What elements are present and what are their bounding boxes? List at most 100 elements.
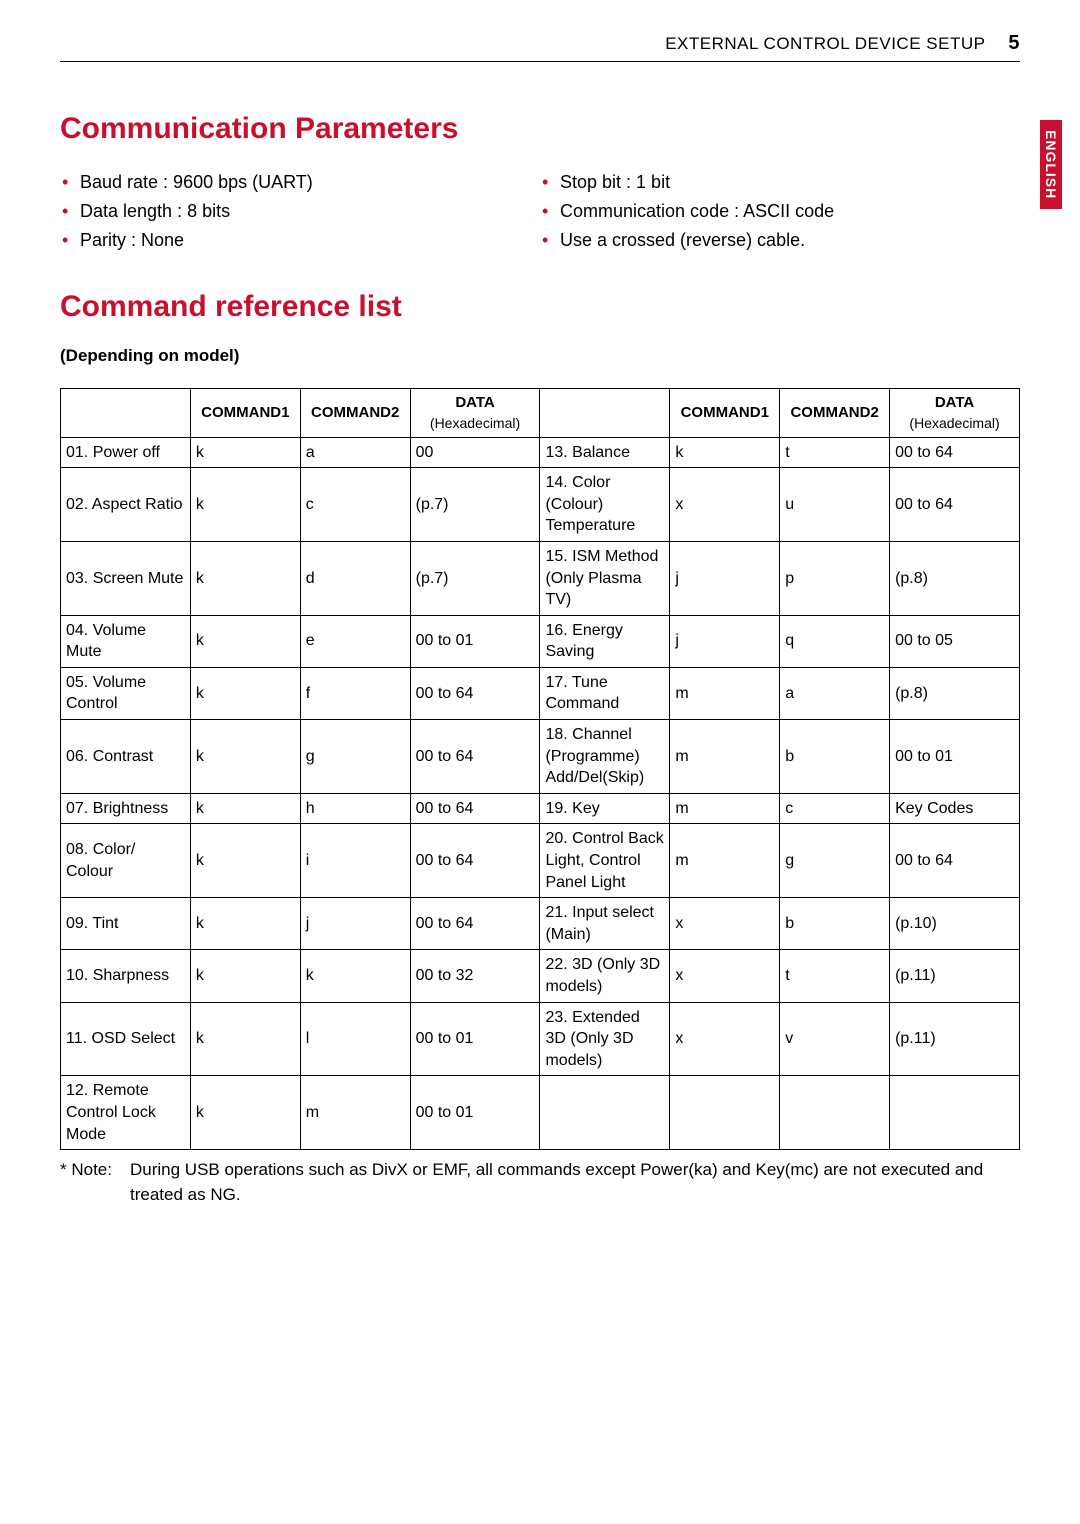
table-row: 08. Color/ Colourki00 to 6420. Control B… xyxy=(61,824,1020,898)
table-cell: 04. Volume Mute xyxy=(61,615,191,667)
table-cell: 00 to 64 xyxy=(410,824,540,898)
table-row: 10. Sharpnesskk00 to 3222. 3D (Only 3D m… xyxy=(61,950,1020,1002)
th-command1: COMMAND1 xyxy=(670,389,780,437)
table-row: 11. OSD Selectkl00 to 0123. Extended 3D … xyxy=(61,1002,1020,1076)
table-row: 03. Screen Mutekd(p.7)15. ISM Method (On… xyxy=(61,541,1020,615)
table-cell: 00 to 05 xyxy=(890,615,1020,667)
table-cell: 00 to 01 xyxy=(410,615,540,667)
table-cell: Key Codes xyxy=(890,793,1020,824)
table-cell: 02. Aspect Ratio xyxy=(61,468,191,542)
table-cell: l xyxy=(300,1002,410,1076)
table-cell xyxy=(670,1076,780,1150)
table-cell: 16. Energy Saving xyxy=(540,615,670,667)
table-cell: 09. Tint xyxy=(61,898,191,950)
parameters-left: Baud rate : 9600 bps (UART) Data length … xyxy=(60,168,540,254)
table-cell: c xyxy=(300,468,410,542)
table-cell: 00 to 64 xyxy=(410,667,540,719)
table-cell: i xyxy=(300,824,410,898)
table-cell: 13. Balance xyxy=(540,437,670,468)
th-blank xyxy=(61,389,191,437)
table-cell: 18. Channel (Programme) Add/Del(Skip) xyxy=(540,720,670,794)
table-cell: k xyxy=(190,793,300,824)
table-cell: 05. Volume Control xyxy=(61,667,191,719)
subnote-depending-on-model: (Depending on model) xyxy=(60,346,1020,366)
table-cell: 06. Contrast xyxy=(61,720,191,794)
table-cell xyxy=(780,1076,890,1150)
table-cell: 00 to 01 xyxy=(410,1076,540,1150)
table-cell: k xyxy=(190,541,300,615)
table-cell xyxy=(890,1076,1020,1150)
table-cell: p xyxy=(780,541,890,615)
table-cell: 03. Screen Mute xyxy=(61,541,191,615)
table-cell: v xyxy=(780,1002,890,1076)
table-cell: k xyxy=(190,824,300,898)
table-cell: x xyxy=(670,950,780,1002)
table-cell: 23. Extended 3D (Only 3D models) xyxy=(540,1002,670,1076)
table-row: 09. Tintkj00 to 6421. Input select (Main… xyxy=(61,898,1020,950)
th-data: DATA(Hexadecimal) xyxy=(890,389,1020,437)
table-cell: h xyxy=(300,793,410,824)
table-cell: m xyxy=(300,1076,410,1150)
table-cell: k xyxy=(300,950,410,1002)
table-row: 12. Remote Control Lock Modekm00 to 01 xyxy=(61,1076,1020,1150)
param-item: Use a crossed (reverse) cable. xyxy=(540,226,1020,255)
table-cell: u xyxy=(780,468,890,542)
parameters-right: Stop bit : 1 bit Communication code : AS… xyxy=(540,168,1020,254)
th-command1: COMMAND1 xyxy=(190,389,300,437)
table-cell: 00 to 01 xyxy=(890,720,1020,794)
table-cell: 21. Input select (Main) xyxy=(540,898,670,950)
table-cell: f xyxy=(300,667,410,719)
th-blank xyxy=(540,389,670,437)
table-cell: x xyxy=(670,898,780,950)
param-item: Data length : 8 bits xyxy=(60,197,540,226)
table-cell: 08. Color/ Colour xyxy=(61,824,191,898)
table-cell: 11. OSD Select xyxy=(61,1002,191,1076)
parameters-list: Baud rate : 9600 bps (UART) Data length … xyxy=(60,168,1020,254)
table-cell: t xyxy=(780,950,890,1002)
table-cell: e xyxy=(300,615,410,667)
table-row: 01. Power offka0013. Balancekt00 to 64 xyxy=(61,437,1020,468)
table-cell: k xyxy=(190,950,300,1002)
table-cell: 17. Tune Command xyxy=(540,667,670,719)
table-cell: x xyxy=(670,468,780,542)
param-item: Stop bit : 1 bit xyxy=(540,168,1020,197)
table-cell: m xyxy=(670,720,780,794)
table-cell: (p.8) xyxy=(890,541,1020,615)
table-cell: 00 xyxy=(410,437,540,468)
table-cell: k xyxy=(190,468,300,542)
table-cell: k xyxy=(190,667,300,719)
table-cell: g xyxy=(780,824,890,898)
footnote-text: During USB operations such as DivX or EM… xyxy=(60,1158,1020,1207)
table-cell: 20. Control Back Light, Control Panel Li… xyxy=(540,824,670,898)
table-row: 05. Volume Controlkf00 to 6417. Tune Com… xyxy=(61,667,1020,719)
table-cell: (p.10) xyxy=(890,898,1020,950)
footnote-label: * Note: xyxy=(60,1160,112,1179)
table-row: 04. Volume Muteke00 to 0116. Energy Savi… xyxy=(61,615,1020,667)
table-cell: (p.7) xyxy=(410,541,540,615)
header-title: EXTERNAL CONTROL DEVICE SETUP xyxy=(665,34,985,53)
table-cell: 00 to 64 xyxy=(410,898,540,950)
table-cell: k xyxy=(190,1076,300,1150)
header-page-number: 5 xyxy=(1008,32,1020,54)
table-cell: k xyxy=(190,898,300,950)
command-reference-table: COMMAND1 COMMAND2 DATA(Hexadecimal) COMM… xyxy=(60,388,1020,1150)
table-cell: 10. Sharpness xyxy=(61,950,191,1002)
language-tab: ENGLISH xyxy=(1040,120,1062,209)
table-cell: k xyxy=(190,1002,300,1076)
table-cell: (p.8) xyxy=(890,667,1020,719)
table-cell: j xyxy=(670,615,780,667)
table-cell: m xyxy=(670,824,780,898)
table-cell: a xyxy=(300,437,410,468)
table-cell: m xyxy=(670,667,780,719)
table-header-row: COMMAND1 COMMAND2 DATA(Hexadecimal) COMM… xyxy=(61,389,1020,437)
footnote: * Note: During USB operations such as Di… xyxy=(60,1158,1020,1207)
table-cell: 07. Brightness xyxy=(61,793,191,824)
table-cell: 00 to 64 xyxy=(410,720,540,794)
table-cell: 15. ISM Method (Only Plasma TV) xyxy=(540,541,670,615)
table-cell: k xyxy=(670,437,780,468)
table-cell: j xyxy=(300,898,410,950)
table-cell: (p.7) xyxy=(410,468,540,542)
table-row: 02. Aspect Ratiokc(p.7)14. Color (Colour… xyxy=(61,468,1020,542)
table-cell: 19. Key xyxy=(540,793,670,824)
param-item: Communication code : ASCII code xyxy=(540,197,1020,226)
